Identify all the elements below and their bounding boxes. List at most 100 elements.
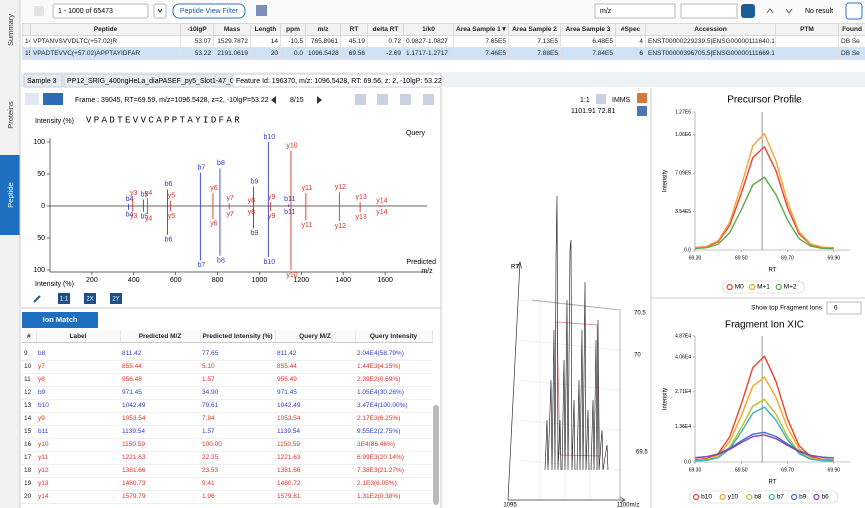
view-icon[interactable] <box>637 93 647 103</box>
column-header[interactable]: Found <box>838 23 865 36</box>
column-header[interactable]: Area Sample 3 <box>560 23 616 36</box>
bottom-label: Predicted <box>406 259 436 266</box>
ratio-button[interactable]: 1:1 <box>580 97 590 104</box>
column-header[interactable]: ppm <box>280 23 306 36</box>
x-tick-label: 1000 <box>252 277 268 284</box>
scrollbar[interactable] <box>433 405 439 505</box>
legend-label[interactable]: b8 <box>754 494 762 501</box>
column-header[interactable]: Predicted Intensity (%) <box>200 330 276 343</box>
column-header[interactable]: RT <box>340 23 368 36</box>
page-dropdown[interactable] <box>52 3 149 19</box>
column-header[interactable]: # <box>22 330 37 343</box>
table-row[interactable]: 12 b9 971.45 34.90 971.45 1.05E4(30.26%) <box>22 386 432 400</box>
table-row[interactable]: 15VPADTEVVC(+57.02)APPTAYIDFAR53.222191.… <box>22 47 865 60</box>
search-field-dropdown[interactable] <box>594 3 676 19</box>
top-ions-dropdown[interactable] <box>826 301 862 315</box>
column-header[interactable]: Accession <box>645 23 776 36</box>
table-row[interactable]: 11 y8 956.48 1.57 956.49 2.39E2(0.69%) <box>22 373 432 387</box>
table-row[interactable]: 15 b11 1139.54 1.57 1139.54 9.55E2(2.75%) <box>22 425 432 439</box>
table-row[interactable]: 16 y10 1150.59 100.00 1150.59 3E4(86.46%) <box>22 438 432 452</box>
table-cell: 1042.49 <box>120 399 200 413</box>
view-icon[interactable] <box>637 106 647 116</box>
y-tick-label: 0 <box>41 203 45 210</box>
spectrum-icon[interactable] <box>25 93 39 105</box>
table-cell: 1381.66 <box>275 464 355 478</box>
table-cell: 811.42 <box>275 347 355 361</box>
legend-label[interactable]: b10 <box>701 494 712 501</box>
column-header[interactable]: 1/k0 <box>403 23 454 36</box>
y-axis-label: Intensity <box>663 388 669 410</box>
next-button[interactable] <box>153 3 167 19</box>
legend-label[interactable]: M0 <box>735 284 744 291</box>
table-cell: 7.13E5 <box>508 35 561 48</box>
column-header[interactable]: Query M/Z <box>275 330 356 343</box>
peak-label: y10 <box>286 143 297 150</box>
x-tick-label: 69.70 <box>781 467 794 473</box>
y-tick-label: 7.09E5 <box>675 170 691 176</box>
sidebar-tab[interactable]: Proteins <box>6 101 15 129</box>
x-tick-label: 1600 <box>377 277 393 284</box>
table-row[interactable]: 9 b8 811.42 77.65 811.42 2.04E4(58.79%) <box>22 347 432 361</box>
column-header[interactable]: Label <box>36 330 121 343</box>
table-row[interactable]: 13 b10 1042.49 79.61 1042.49 3.47E4(100.00%) <box>22 399 432 413</box>
settings-icon[interactable] <box>256 5 267 16</box>
peak-label: b5 <box>141 191 149 198</box>
mirror-icon[interactable] <box>43 93 63 105</box>
legend-label[interactable]: y10 <box>728 494 739 501</box>
zoom-button[interactable] <box>84 293 96 304</box>
search-input[interactable] <box>680 3 738 19</box>
table-row[interactable]: 20 y14 1579.79 1.96 1579.81 1.31E2(0.38%) <box>22 490 432 504</box>
legend-label[interactable]: b9 <box>799 494 807 501</box>
table-cell: y13 <box>36 477 120 491</box>
peak-label: y3 <box>130 213 138 220</box>
peak-label: y13 <box>355 194 366 201</box>
table-row[interactable]: 19 y13 1480.73 9.41 1480.72 2.1E3(6.05%) <box>22 477 432 491</box>
next-frame[interactable] <box>317 96 322 104</box>
table-row[interactable]: 14 y9 1053.54 7.84 1053.54 2.17E3(6.25%) <box>22 412 432 426</box>
legend-label[interactable]: M+1 <box>757 284 770 291</box>
column-header[interactable]: Predicted M/Z <box>120 330 201 343</box>
feature-tab[interactable] <box>63 73 232 88</box>
tool-icon[interactable] <box>423 94 434 105</box>
row-number: 14 <box>22 35 31 48</box>
table-row[interactable]: 14VPTANVSVVDLTC(+57.02)R53.071529.787214… <box>22 35 865 48</box>
column-header[interactable]: -10lgP <box>180 23 214 36</box>
tool-icon[interactable] <box>377 94 388 105</box>
column-header[interactable]: Mass <box>213 23 251 36</box>
column-header[interactable]: PTM <box>775 23 839 36</box>
view-icon[interactable] <box>596 94 606 104</box>
table-cell: 19 <box>22 477 36 491</box>
column-header[interactable]: #Spec <box>615 23 646 36</box>
column-header[interactable]: Query Intensity <box>355 330 433 343</box>
table-row[interactable]: 18 y12 1381.66 23.53 1381.66 7.38E3(21.27%) <box>22 464 432 478</box>
legend-label[interactable]: M+2 <box>784 284 797 291</box>
column-header[interactable]: Peptide <box>30 23 181 36</box>
nav-arrows[interactable] <box>766 8 793 14</box>
column-header[interactable]: delta RT <box>367 23 404 36</box>
mode-label[interactable]: IMMS <box>612 97 631 104</box>
column-header[interactable]: Area Sample 2 <box>508 23 561 36</box>
filter-button[interactable] <box>172 3 246 19</box>
search-button[interactable] <box>741 4 755 18</box>
table-row[interactable]: 17 y11 1221.63 22.35 1221.63 6.99E3(20.14%) <box>22 451 432 465</box>
x-tick-label: 69.50 <box>735 467 748 473</box>
zoom-button[interactable] <box>110 293 122 304</box>
zoom-button[interactable] <box>58 293 70 304</box>
prev-button[interactable] <box>34 6 44 16</box>
legend-label[interactable]: b6 <box>822 494 830 501</box>
table-row[interactable]: 10 y7 855.44 5.10 855.44 1.44E3(4.15%) <box>22 360 432 374</box>
feature-tab[interactable] <box>23 73 63 88</box>
tool-icon[interactable] <box>355 94 366 105</box>
sidebar-tab[interactable]: Summary <box>6 14 15 46</box>
sidebar-tab[interactable]: Peptide <box>6 182 15 207</box>
tool-icon[interactable] <box>400 94 411 105</box>
legend-label[interactable]: b7 <box>777 494 785 501</box>
ion-match-tab[interactable]: Ion Match <box>43 315 78 324</box>
column-header[interactable]: m/z <box>305 23 341 36</box>
feature-tab[interactable] <box>232 73 442 88</box>
y-tick-label: 2.71E4 <box>675 389 691 395</box>
prev-frame[interactable] <box>271 96 276 104</box>
column-header[interactable]: Area Sample 1▼ <box>453 23 509 36</box>
export-button[interactable] <box>845 2 863 20</box>
column-header[interactable]: Length <box>250 23 281 36</box>
